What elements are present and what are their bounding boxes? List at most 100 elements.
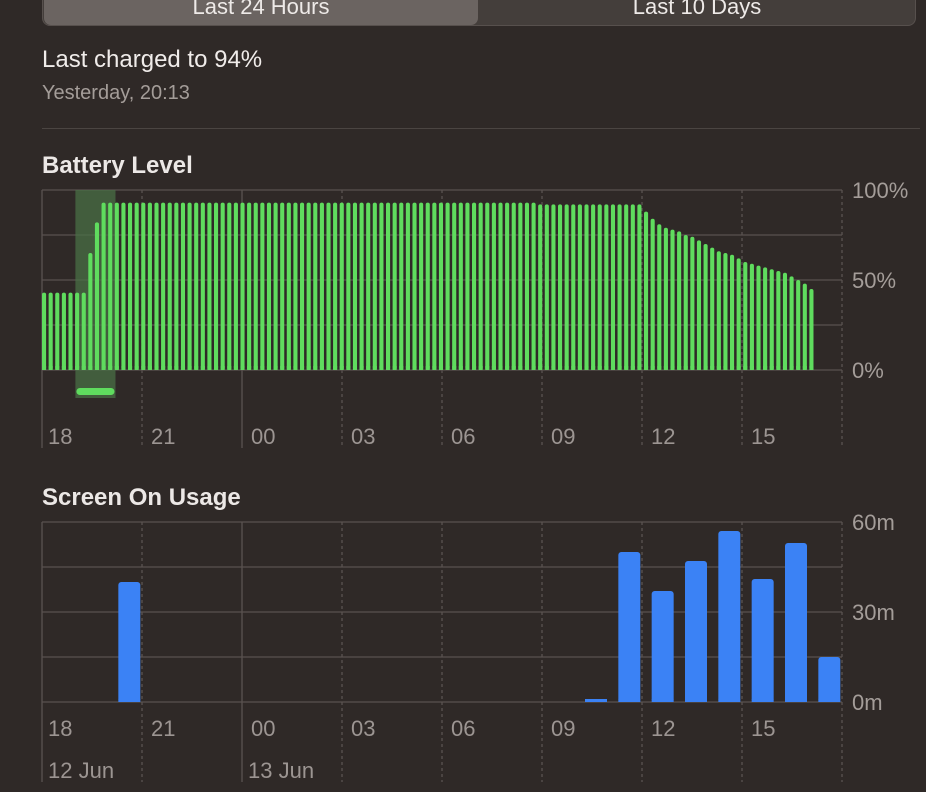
battery-level-bar-base: [577, 366, 582, 370]
usage-x-tick-label: 09: [551, 716, 575, 741]
battery-level-bar: [200, 202, 205, 370]
battery-level-bar-base: [683, 366, 688, 370]
battery-level-bar: [253, 202, 258, 370]
battery-level-bar-base: [657, 366, 662, 370]
battery-level-bar: [419, 202, 424, 370]
battery-level-bar-base: [604, 366, 609, 370]
battery-level-bar-base: [723, 366, 728, 370]
screen-usage-bar: [718, 531, 741, 702]
battery-level-bar: [736, 258, 741, 370]
battery-level-bar-base: [743, 366, 748, 370]
battery-level-bar: [710, 247, 715, 370]
battery-level-bar: [663, 227, 668, 370]
screen-usage-bar-base: [818, 699, 841, 702]
tab-last-10-days[interactable]: Last 10 Days: [632, 0, 762, 19]
battery-level-bar-base: [187, 366, 192, 370]
battery-level-bar: [61, 292, 66, 370]
battery-level-bar: [346, 202, 351, 370]
screen-usage-bar-base: [118, 699, 141, 702]
battery-level-bar-base: [756, 366, 761, 370]
battery-level-bar-base: [670, 366, 675, 370]
battery-x-tick-label: 06: [451, 424, 475, 449]
battery-level-bar-base: [617, 366, 622, 370]
tab-last-24-hours[interactable]: Last 24 Hours: [44, 0, 478, 25]
battery-level-bar: [260, 202, 265, 370]
battery-level-bar-base: [472, 366, 477, 370]
battery-level-bar-base: [736, 366, 741, 370]
battery-level-bar-base: [141, 366, 146, 370]
battery-level-bar: [386, 202, 391, 370]
battery-level-bar-base: [624, 366, 629, 370]
screen-usage-bar-base: [785, 699, 807, 702]
battery-level-bar: [723, 253, 728, 370]
battery-level-bar: [485, 202, 490, 370]
battery-level-bar-base: [478, 366, 483, 370]
battery-level-bar-base: [524, 366, 530, 370]
usage-x-tick-label: 03: [351, 716, 375, 741]
battery-level-bar: [187, 202, 192, 370]
battery-level-bar: [571, 204, 576, 370]
battery-level-bar: [379, 202, 384, 370]
battery-level-bar-base: [498, 366, 503, 370]
battery-level-bar-base: [538, 366, 543, 370]
battery-level-bar-base: [485, 366, 490, 370]
battery-level-bar: [716, 251, 721, 370]
battery-level-bar-base: [75, 366, 80, 370]
battery-level-bar-base: [703, 366, 708, 370]
battery-level-bar: [194, 202, 199, 370]
usage-x-tick-label: 00: [251, 716, 275, 741]
battery-level-bar: [366, 202, 371, 370]
battery-level-bar-base: [637, 366, 642, 370]
screen-usage-title: Screen On Usage: [42, 484, 241, 511]
screen-usage-bar: [685, 561, 707, 702]
battery-level-bar-base: [558, 366, 563, 370]
battery-level-bar: [657, 224, 662, 370]
screen-usage-bar: [818, 657, 841, 702]
battery-level-bar: [617, 204, 622, 370]
battery-level-bar: [81, 292, 86, 370]
battery-level-bar-base: [280, 366, 285, 370]
battery-x-tick-label: 21: [151, 424, 175, 449]
battery-level-bar: [48, 292, 53, 370]
battery-level-bar-base: [710, 366, 715, 370]
battery-level-bar-base: [551, 366, 556, 370]
battery-level-bar: [128, 202, 133, 370]
battery-level-bar: [412, 202, 417, 370]
battery-level-bar: [392, 202, 397, 370]
battery-level-title: Battery Level: [42, 152, 193, 179]
battery-level-bar-base: [690, 366, 695, 370]
battery-level-bar: [108, 202, 113, 370]
usage-x-tick-label: 12: [651, 716, 675, 741]
battery-level-chart: 100% 50% 0% 18 21 00 03 06 09 12 15: [41, 178, 908, 449]
battery-level-bar: [524, 202, 530, 370]
battery-level-bar: [339, 202, 344, 370]
battery-level-bar-base: [273, 366, 278, 370]
battery-level-bar: [511, 202, 516, 370]
battery-level-bar-base: [564, 366, 569, 370]
battery-level-bar-base: [677, 366, 682, 370]
battery-level-bar: [551, 204, 556, 370]
battery-level-bar: [432, 202, 437, 370]
battery-x-tick-label: 00: [251, 424, 275, 449]
usage-x-tick-label: 15: [751, 716, 775, 741]
battery-level-bar: [399, 202, 404, 370]
battery-level-bar-base: [48, 366, 53, 370]
battery-level-bar: [670, 229, 675, 370]
battery-level-bar-base: [247, 366, 252, 370]
battery-level-bar-base: [782, 366, 788, 370]
battery-level-bar-base: [200, 366, 205, 370]
battery-level-bar: [94, 222, 100, 370]
battery-level-bar-base: [359, 366, 364, 370]
battery-level-bar-base: [313, 366, 318, 370]
battery-level-bar: [300, 202, 305, 370]
battery-level-bar: [776, 271, 781, 370]
battery-level-bar: [802, 283, 807, 370]
battery-level-bar-base: [260, 366, 265, 370]
battery-x-tick-label: 12: [651, 424, 675, 449]
battery-level-bar-base: [796, 366, 801, 370]
battery-level-bar-base: [584, 366, 589, 370]
battery-level-bar: [789, 276, 794, 370]
battery-level-bar: [438, 202, 444, 370]
battery-level-bar: [154, 202, 159, 370]
screen-usage-bar-base: [585, 699, 607, 702]
